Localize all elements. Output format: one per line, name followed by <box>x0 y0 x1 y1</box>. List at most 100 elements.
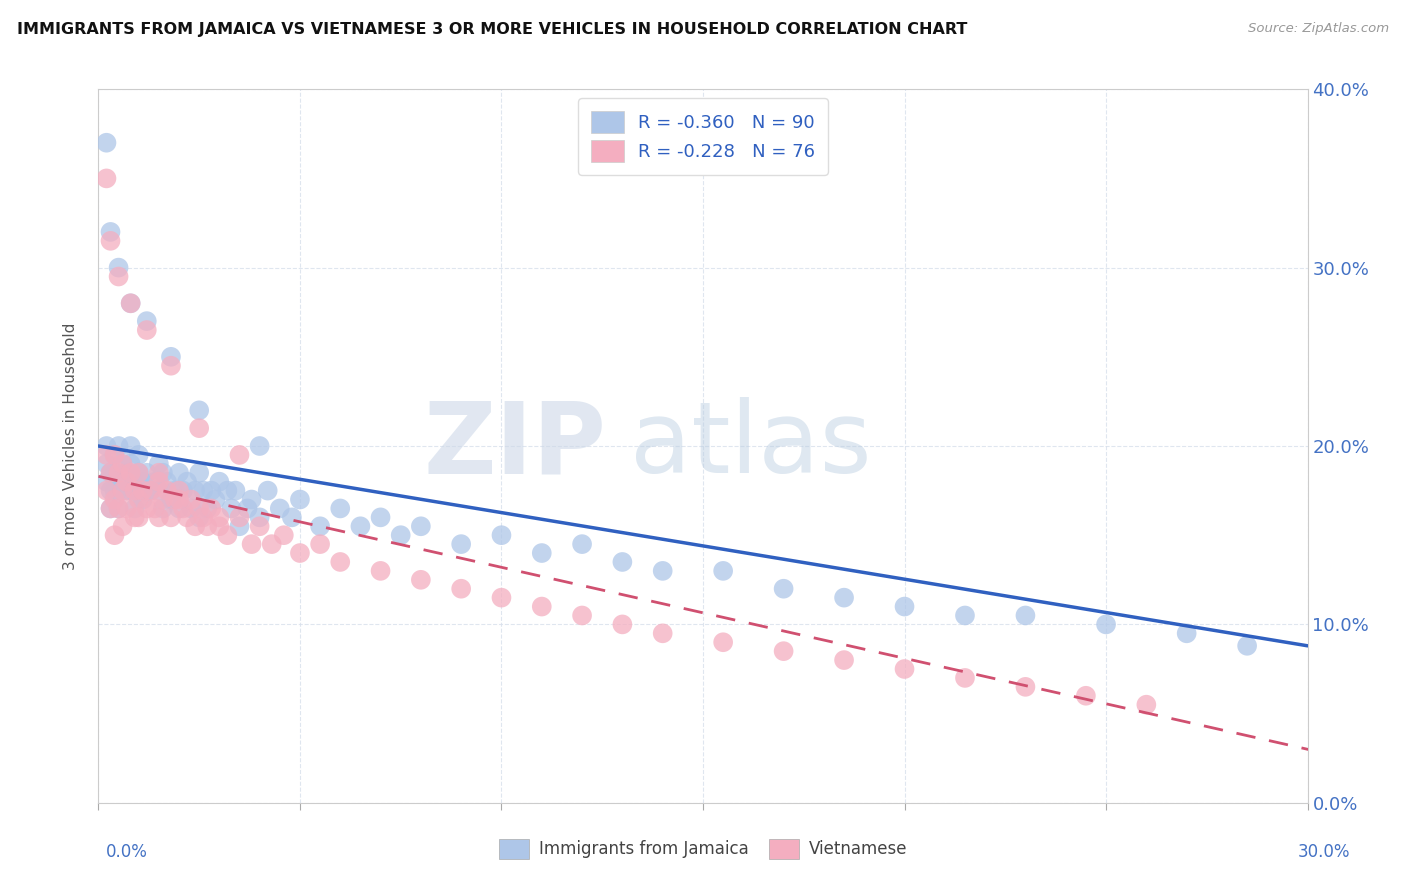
Point <box>100 225 122 239</box>
Point <box>128 466 150 480</box>
Point <box>120 466 142 480</box>
Point <box>124 501 146 516</box>
Point <box>96 136 118 150</box>
Point <box>832 653 855 667</box>
Text: IMMIGRANTS FROM JAMAICA VS VIETNAMESE 3 OR MORE VEHICLES IN HOUSEHOLD CORRELATIO: IMMIGRANTS FROM JAMAICA VS VIETNAMESE 3 … <box>17 22 967 37</box>
Point <box>1014 608 1036 623</box>
Point <box>124 510 146 524</box>
Point <box>288 492 311 507</box>
Point <box>249 439 271 453</box>
Point <box>152 501 174 516</box>
Point <box>120 296 142 310</box>
Point <box>571 608 593 623</box>
Point <box>208 519 231 533</box>
Point <box>132 492 155 507</box>
Point <box>195 519 218 533</box>
Point <box>107 501 129 516</box>
Point <box>160 359 183 373</box>
Point <box>120 483 142 498</box>
Point <box>953 608 976 623</box>
Point <box>100 501 122 516</box>
Point <box>135 323 157 337</box>
Point <box>612 555 634 569</box>
Point <box>172 501 194 516</box>
Point <box>96 457 118 471</box>
Point <box>96 448 118 462</box>
Point <box>120 457 142 471</box>
Point <box>111 519 134 533</box>
Point <box>224 483 246 498</box>
Point <box>260 537 283 551</box>
Point <box>143 501 166 516</box>
Point <box>180 501 202 516</box>
Point <box>612 617 634 632</box>
Text: atlas: atlas <box>630 398 872 494</box>
Point <box>217 528 239 542</box>
Point <box>711 635 734 649</box>
Point <box>651 626 673 640</box>
Point <box>176 475 198 489</box>
Point <box>221 501 243 516</box>
Point <box>128 466 150 480</box>
Point <box>96 171 118 186</box>
Point <box>160 350 183 364</box>
Point <box>1074 689 1097 703</box>
Point <box>152 492 174 507</box>
Text: 0.0%: 0.0% <box>105 843 148 861</box>
Point <box>772 644 794 658</box>
Point <box>103 448 125 462</box>
Point <box>450 537 472 551</box>
Point <box>893 662 915 676</box>
Point <box>107 269 129 284</box>
Point <box>273 528 295 542</box>
Point <box>772 582 794 596</box>
Point <box>167 483 190 498</box>
Point <box>148 510 170 524</box>
Point <box>115 501 138 516</box>
Point <box>240 492 263 507</box>
Point <box>100 466 122 480</box>
Point <box>409 573 432 587</box>
Point <box>228 519 250 533</box>
Point <box>193 483 215 498</box>
Point <box>409 519 432 533</box>
Point <box>111 475 134 489</box>
Point <box>571 537 593 551</box>
Point <box>281 510 304 524</box>
Point <box>200 501 222 516</box>
Point <box>184 519 207 533</box>
Point <box>148 483 170 498</box>
Point <box>100 234 122 248</box>
Point <box>103 466 125 480</box>
Point <box>115 466 138 480</box>
Point <box>103 448 125 462</box>
Point <box>156 475 179 489</box>
Point <box>167 466 190 480</box>
Text: Source: ZipAtlas.com: Source: ZipAtlas.com <box>1249 22 1389 36</box>
Point <box>1175 626 1198 640</box>
Point <box>135 501 157 516</box>
Point <box>143 475 166 489</box>
Point <box>128 483 150 498</box>
Point <box>124 483 146 498</box>
Point <box>309 519 332 533</box>
Point <box>111 483 134 498</box>
Point <box>120 296 142 310</box>
Point <box>200 483 222 498</box>
Text: 30.0%: 30.0% <box>1298 843 1350 861</box>
Point <box>530 599 553 614</box>
Point <box>188 403 211 417</box>
Point <box>450 582 472 596</box>
Point <box>1014 680 1036 694</box>
Point <box>139 483 162 498</box>
Point <box>236 501 259 516</box>
Point <box>100 466 122 480</box>
Point <box>530 546 553 560</box>
Point <box>152 466 174 480</box>
Point <box>228 448 250 462</box>
Point <box>128 492 150 507</box>
Point <box>1236 639 1258 653</box>
Point <box>107 483 129 498</box>
Point <box>893 599 915 614</box>
Point <box>228 510 250 524</box>
